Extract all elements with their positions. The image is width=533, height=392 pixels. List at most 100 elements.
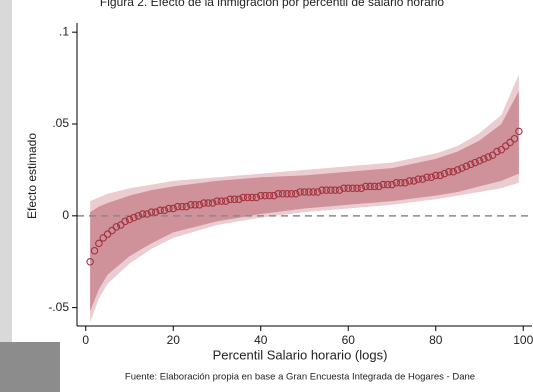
x-tick-label: 100 — [513, 333, 533, 347]
point — [182, 202, 191, 211]
point — [423, 173, 431, 182]
point — [436, 171, 444, 180]
point — [248, 193, 256, 202]
point — [344, 184, 352, 193]
point — [86, 257, 94, 266]
source-note: Fuente: Elaboración propia en base a Gra… — [125, 372, 475, 383]
point — [335, 186, 344, 194]
point — [204, 199, 213, 207]
point — [291, 190, 300, 198]
point — [453, 166, 462, 174]
point — [261, 191, 269, 200]
point — [252, 193, 261, 202]
point — [318, 186, 326, 194]
point — [125, 215, 134, 224]
point — [388, 180, 396, 189]
x-tick-label: 60 — [342, 333, 356, 347]
point — [95, 239, 103, 248]
point — [348, 184, 357, 193]
point — [510, 134, 519, 143]
point — [484, 153, 492, 161]
point — [283, 190, 291, 198]
point — [326, 186, 335, 194]
point — [103, 230, 112, 238]
point — [401, 179, 409, 187]
point — [296, 188, 304, 196]
point — [497, 145, 506, 154]
point — [243, 193, 252, 202]
point — [230, 195, 239, 204]
point — [200, 199, 208, 207]
point — [300, 188, 309, 196]
point — [191, 201, 199, 209]
point — [475, 156, 484, 165]
point — [313, 188, 322, 196]
point — [112, 223, 121, 231]
point — [143, 210, 151, 218]
point — [309, 188, 317, 196]
y-tick-label: .1 — [59, 24, 69, 38]
point — [121, 217, 129, 226]
point — [322, 186, 331, 194]
point — [515, 127, 523, 136]
chart-title: Figura 2. Efecto de la inmigración por p… — [100, 0, 445, 9]
point — [449, 167, 457, 176]
point — [353, 184, 361, 193]
point — [305, 188, 313, 196]
point — [270, 191, 278, 200]
confidence-band — [90, 90, 519, 312]
point — [445, 167, 453, 176]
point — [90, 246, 99, 255]
point — [396, 179, 405, 187]
point — [410, 177, 418, 185]
point — [156, 206, 164, 215]
point — [405, 177, 414, 185]
point — [178, 202, 186, 211]
y-tick-label: .05 — [52, 116, 69, 130]
point — [138, 210, 147, 218]
point — [173, 202, 182, 211]
point — [340, 184, 348, 193]
point — [366, 182, 374, 191]
point — [130, 213, 138, 222]
point — [195, 201, 204, 209]
x-tick-label: 80 — [429, 333, 443, 347]
point — [375, 182, 383, 191]
point — [383, 180, 392, 189]
point — [239, 193, 248, 202]
x-axis-label: Percentil Salario horario (logs) — [213, 347, 388, 362]
point — [117, 221, 125, 229]
point — [287, 190, 296, 198]
point — [152, 208, 160, 216]
point — [208, 199, 217, 207]
point — [471, 158, 479, 167]
point — [213, 197, 221, 205]
point — [265, 191, 274, 200]
point — [222, 197, 230, 205]
y-tick-label: 0 — [62, 208, 69, 222]
x-tick-label: 20 — [167, 333, 181, 347]
point — [458, 164, 466, 172]
point — [274, 190, 282, 198]
point — [506, 138, 514, 147]
point — [147, 208, 156, 216]
point — [217, 197, 226, 205]
point — [501, 142, 510, 150]
point — [418, 175, 427, 183]
point — [440, 169, 449, 178]
point — [480, 155, 488, 163]
point — [169, 204, 178, 213]
x-tick-label: 40 — [254, 333, 268, 347]
point — [466, 160, 475, 169]
bottom-frame — [0, 342, 60, 392]
point — [431, 171, 440, 180]
y-tick-label: -.05 — [48, 300, 69, 314]
point — [427, 173, 436, 182]
point — [99, 234, 108, 242]
point — [331, 186, 339, 194]
point — [235, 195, 243, 204]
point — [357, 184, 366, 193]
point — [392, 179, 401, 187]
